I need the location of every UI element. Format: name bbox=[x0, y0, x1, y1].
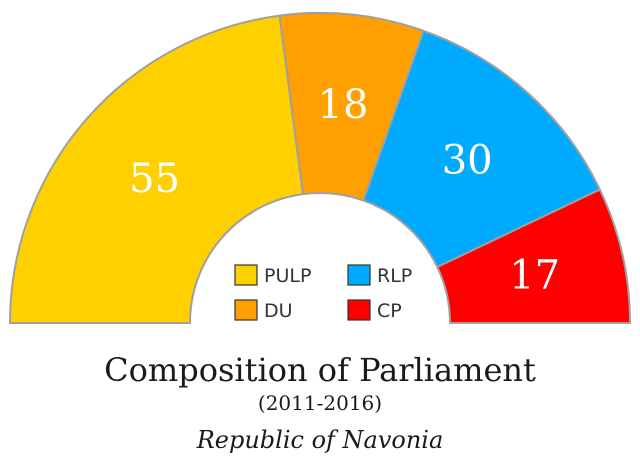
legend-label-rlp: RLP bbox=[377, 265, 412, 287]
chart-caption: Republic of Navonia bbox=[196, 426, 444, 454]
seat-arc-cp bbox=[436, 188, 631, 324]
seat-count-pulp: 55 bbox=[129, 156, 180, 202]
legend-item-rlp: RLP bbox=[347, 264, 412, 287]
legend-item-du: DU bbox=[234, 299, 293, 322]
seat-count-cp: 17 bbox=[509, 252, 560, 298]
legend: PULP RLP DU CP bbox=[234, 264, 412, 322]
chart-subtitle: (2011-2016) bbox=[258, 391, 382, 415]
seat-count-rlp: 30 bbox=[442, 138, 493, 184]
legend-swatch-cp bbox=[347, 299, 371, 321]
legend-swatch-pulp bbox=[234, 264, 258, 286]
chart-title: Composition of Parliament bbox=[104, 351, 536, 389]
legend-label-cp: CP bbox=[377, 300, 402, 322]
legend-item-pulp: PULP bbox=[234, 264, 311, 287]
seat-count-du: 18 bbox=[318, 82, 369, 128]
seat-labels: 55 18 30 17 bbox=[129, 82, 560, 298]
legend-item-cp: CP bbox=[347, 299, 402, 322]
seat-arc-rlp bbox=[362, 29, 601, 269]
legend-label-pulp: PULP bbox=[264, 265, 311, 287]
seat-arcs bbox=[9, 12, 631, 324]
legend-swatch-du bbox=[234, 299, 258, 321]
seat-arc-pulp bbox=[9, 14, 305, 324]
legend-swatch-rlp bbox=[347, 264, 371, 286]
legend-label-du: DU bbox=[264, 300, 293, 322]
